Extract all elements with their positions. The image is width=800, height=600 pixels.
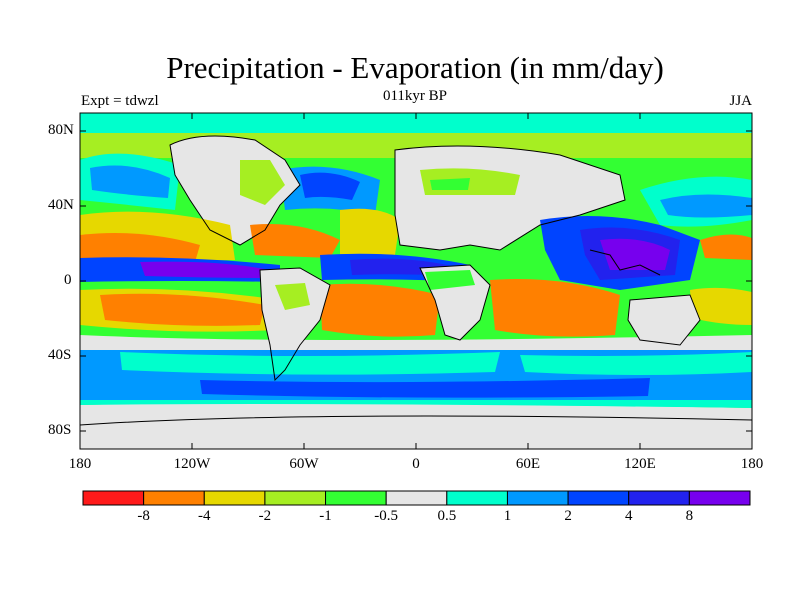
sw-pacific-yellow — [690, 287, 752, 325]
carib-orange — [250, 224, 340, 258]
n-atlantic-darkblue — [300, 172, 360, 200]
s-america-green — [275, 283, 310, 310]
colorbar-swatch — [385, 490, 448, 506]
nw-pacific-blue — [660, 194, 752, 218]
colorbar-label: -4 — [198, 508, 211, 524]
antarctica-land — [80, 403, 752, 449]
lon-label-120w: 120W — [173, 456, 211, 472]
southern-ocean-cyan-e — [520, 352, 752, 375]
map-title: Precipitation - Evaporation (in mm/day) — [166, 50, 664, 85]
lon-label-60e: 60E — [515, 456, 541, 472]
sa-subtropic-orange — [320, 283, 440, 337]
colorbar-swatch — [446, 490, 508, 506]
lon-label-0: 0 — [412, 456, 420, 472]
lon-label-60w: 60W — [289, 456, 319, 472]
colorbar-swatch — [143, 490, 205, 506]
antarctic-coast-cyan — [80, 400, 752, 408]
map-subtitle: 011kyr BP — [382, 88, 448, 104]
nw-pacific-orange — [700, 234, 752, 260]
experiment-label: Expt = tdwzl — [81, 93, 159, 109]
coastlines — [79, 135, 753, 426]
np-subtropic-orange — [80, 232, 200, 262]
colorbar-swatch — [203, 490, 266, 506]
southern-ocean-cyan — [120, 352, 500, 375]
africa-green — [425, 270, 475, 290]
colorbar-label: -0.5 — [374, 508, 399, 524]
lon-label-180e: 180 — [740, 456, 764, 472]
lat-label-40n: 40N — [48, 197, 74, 213]
colorbar-swatch — [688, 490, 751, 506]
lat-label-80s: 80S — [48, 422, 72, 438]
colorbar-label: 8 — [685, 508, 694, 524]
colorbar-swatch — [264, 490, 327, 506]
colorbar-label: -2 — [258, 508, 272, 524]
colorbar-swatch — [325, 490, 387, 506]
europe-lightgreen — [430, 178, 470, 190]
lon-label-120e: 120E — [624, 456, 656, 472]
colorbar — [82, 490, 751, 506]
lat-label-0: 0 — [64, 272, 72, 288]
colorbar-label: -1 — [319, 508, 332, 524]
arctic-band — [80, 113, 752, 133]
colorbar-label: 2 — [564, 508, 572, 524]
lat-label-80n: 80N — [48, 122, 74, 138]
io-subtropic-orange — [490, 279, 620, 337]
colorbar-swatch — [506, 490, 569, 506]
southern-ocean-darkblue — [200, 378, 650, 398]
australia-land — [628, 295, 700, 345]
atl-subtropic-yellow — [340, 208, 400, 258]
axis-ticks — [80, 113, 752, 449]
colorbar-label: 0.5 — [437, 508, 457, 524]
lon-label-180w: 180 — [68, 456, 92, 472]
sp-subtropic-orange — [100, 293, 265, 326]
itcz-pacific-purple — [140, 261, 270, 278]
season-label: JJA — [729, 93, 752, 109]
colorbar-swatch — [82, 490, 145, 506]
colorbar-swatch — [628, 490, 690, 506]
colorbar-label: -8 — [137, 508, 150, 524]
lat-label-40s: 40S — [48, 347, 72, 363]
n-america-green — [240, 160, 285, 205]
colorbar-label: 4 — [624, 508, 633, 524]
colorbar-swatch — [567, 490, 630, 506]
asia-monsoon-purple — [600, 238, 670, 270]
colorbar-label: 1 — [503, 508, 512, 524]
n-pacific-blue — [90, 165, 170, 198]
